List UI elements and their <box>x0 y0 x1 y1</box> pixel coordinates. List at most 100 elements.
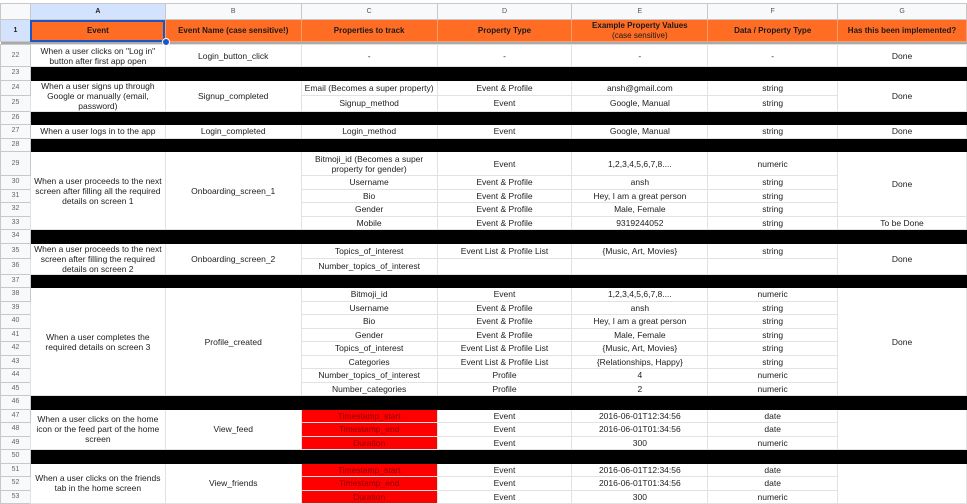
header-cell[interactable]: Event <box>29 19 166 42</box>
data-type-cell[interactable]: string <box>707 327 839 342</box>
property-cell[interactable]: Bio <box>300 188 438 203</box>
data-type-cell[interactable]: string <box>707 95 839 112</box>
event-cell[interactable]: When a user logs in to the app <box>29 124 166 139</box>
property-type-cell[interactable]: Event & Profile <box>436 175 573 190</box>
separator-row[interactable] <box>29 229 967 244</box>
property-cell[interactable]: Topics_of_interest <box>300 341 438 356</box>
example-value-cell[interactable]: 2016-06-01T01:34:56 <box>571 476 709 491</box>
example-value-cell[interactable]: ansh <box>571 175 709 190</box>
implemented-status-cell[interactable] <box>837 462 967 504</box>
property-type-cell[interactable]: Profile <box>436 368 573 383</box>
example-value-cell[interactable]: 1,2,3,4,5,6,7,8.... <box>571 151 709 176</box>
property-type-cell[interactable]: Event & Profile <box>436 188 573 203</box>
example-value-cell[interactable]: 300 <box>571 489 709 504</box>
separator-row[interactable] <box>29 395 967 410</box>
data-type-cell[interactable]: numeric <box>707 287 839 302</box>
row-header[interactable]: 44 <box>0 368 31 383</box>
row-header[interactable]: 28 <box>0 137 31 152</box>
example-value-cell[interactable]: 2 <box>571 381 709 396</box>
data-type-cell[interactable]: string <box>707 341 839 356</box>
property-type-cell[interactable]: Event & Profile <box>436 202 573 217</box>
property-type-cell[interactable]: Event <box>436 435 573 450</box>
example-value-cell[interactable]: 1,2,3,4,5,6,7,8.... <box>571 287 709 302</box>
property-type-cell[interactable]: Event & Profile <box>436 327 573 342</box>
example-value-cell[interactable]: 300 <box>571 435 709 450</box>
implemented-status-cell[interactable]: Done <box>837 44 967 67</box>
row-header[interactable]: 48 <box>0 422 31 437</box>
property-cell[interactable]: Timestamp_end <box>300 476 438 491</box>
select-all-corner[interactable] <box>0 3 31 20</box>
row-header[interactable]: 1 <box>0 19 31 42</box>
property-cell[interactable]: Login_method <box>300 124 438 139</box>
row-header[interactable]: 25 <box>0 95 31 112</box>
event-name-cell[interactable]: Signup_completed <box>164 79 302 112</box>
row-header[interactable]: 38 <box>0 287 31 302</box>
example-value-cell[interactable]: - <box>571 44 709 67</box>
column-header-g[interactable]: G <box>837 3 967 20</box>
event-name-cell[interactable]: Login_button_click <box>164 44 302 67</box>
row-header[interactable]: 34 <box>0 229 31 244</box>
row-header[interactable]: 49 <box>0 435 31 450</box>
row-header[interactable]: 41 <box>0 327 31 342</box>
property-type-cell[interactable]: Event List & Profile List <box>436 341 573 356</box>
property-cell[interactable]: Signup_method <box>300 95 438 112</box>
column-header-c[interactable]: C <box>300 3 438 20</box>
property-cell[interactable]: Mobile <box>300 215 438 230</box>
implemented-status-cell[interactable]: Done <box>837 124 967 139</box>
property-cell[interactable]: Bio <box>300 314 438 329</box>
row-header[interactable]: 39 <box>0 300 31 315</box>
example-value-cell[interactable]: Hey, I am a great person <box>571 188 709 203</box>
column-header-e[interactable]: E <box>571 3 709 20</box>
property-cell[interactable]: Timestamp_start <box>300 408 438 423</box>
property-type-cell[interactable]: Event <box>436 408 573 423</box>
property-type-cell[interactable] <box>436 258 573 275</box>
row-header[interactable]: 23 <box>0 66 31 81</box>
separator-row[interactable] <box>29 449 967 464</box>
separator-row[interactable] <box>29 137 967 152</box>
spreadsheet-grid[interactable]: A B C D E F G 1 Event Event Name (case sensitive!… <box>0 3 967 504</box>
property-cell[interactable]: Duration <box>300 489 438 504</box>
implemented-status-cell[interactable]: To be Done <box>837 215 967 230</box>
property-cell[interactable]: Timestamp_end <box>300 422 438 437</box>
row-header[interactable]: 52 <box>0 476 31 491</box>
data-type-cell[interactable]: string <box>707 300 839 315</box>
property-type-cell[interactable]: Event List & Profile List <box>436 242 573 259</box>
data-type-cell[interactable]: string <box>707 354 839 369</box>
row-header[interactable]: 43 <box>0 354 31 369</box>
column-header-f[interactable]: F <box>707 3 839 20</box>
row-header[interactable]: 42 <box>0 341 31 356</box>
separator-row[interactable] <box>29 66 967 81</box>
row-header[interactable]: 40 <box>0 314 31 329</box>
data-type-cell[interactable]: date <box>707 422 839 437</box>
row-header[interactable]: 24 <box>0 79 31 96</box>
example-value-cell[interactable]: {Music, Art, Movies} <box>571 341 709 356</box>
row-header[interactable]: 33 <box>0 215 31 230</box>
example-value-cell[interactable] <box>571 258 709 275</box>
property-type-cell[interactable]: Event <box>436 124 573 139</box>
example-value-cell[interactable]: 2016-06-01T12:34:56 <box>571 408 709 423</box>
property-cell[interactable]: Number_topics_of_interest <box>300 258 438 275</box>
property-type-cell[interactable]: Event <box>436 476 573 491</box>
data-type-cell[interactable]: - <box>707 44 839 67</box>
example-value-cell[interactable]: 2016-06-01T12:34:56 <box>571 462 709 477</box>
data-type-cell[interactable] <box>707 258 839 275</box>
property-cell[interactable]: Categories <box>300 354 438 369</box>
event-cell[interactable]: When a user signs up through Google or m… <box>29 79 166 112</box>
property-cell[interactable]: Timestamp_start <box>300 462 438 477</box>
data-type-cell[interactable]: string <box>707 124 839 139</box>
property-type-cell[interactable]: - <box>436 44 573 67</box>
example-value-cell[interactable]: 2016-06-01T01:34:56 <box>571 422 709 437</box>
implemented-status-cell[interactable]: Done <box>837 242 967 275</box>
event-cell[interactable]: When a user clicks on the home icon or t… <box>29 408 166 450</box>
row-header[interactable]: 26 <box>0 110 31 125</box>
row-header[interactable]: 47 <box>0 408 31 423</box>
property-type-cell[interactable]: Event & Profile <box>436 79 573 96</box>
row-header[interactable]: 30 <box>0 175 31 190</box>
example-value-cell[interactable]: 9319244052 <box>571 215 709 230</box>
data-type-cell[interactable]: string <box>707 242 839 259</box>
data-type-cell[interactable]: numeric <box>707 435 839 450</box>
property-type-cell[interactable]: Event <box>436 422 573 437</box>
separator-row[interactable] <box>29 273 967 288</box>
header-cell[interactable]: Property Type <box>436 19 573 42</box>
implemented-status-cell[interactable]: Done <box>837 79 967 112</box>
